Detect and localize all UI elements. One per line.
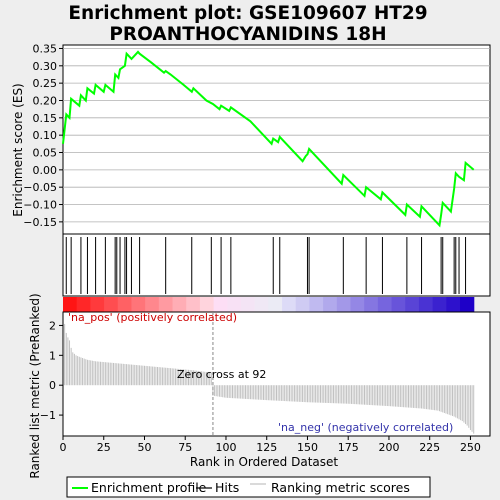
es-y-tick-label: 0.00 bbox=[33, 164, 58, 177]
ranking-metric-bars bbox=[64, 323, 475, 434]
legend: Enrichment profile Hits Ranking metric s… bbox=[66, 476, 431, 498]
color-bar-segment bbox=[145, 297, 160, 312]
es-y-tick-label: −0.10 bbox=[23, 199, 57, 212]
es-y-tick-label: 0.35 bbox=[33, 42, 58, 55]
rank-x-tick-label: 25 bbox=[97, 441, 111, 454]
color-bar-segment bbox=[323, 297, 338, 312]
es-y-tick-label: −0.05 bbox=[23, 181, 57, 194]
es-y-tick-label: 0.25 bbox=[33, 77, 58, 90]
color-bar-segment bbox=[350, 297, 365, 312]
enrichment-profile-line bbox=[62, 50, 475, 228]
legend-enrichment-label: Enrichment profile bbox=[91, 480, 207, 495]
rank-x-tick-label: 75 bbox=[178, 441, 192, 454]
color-bar-segment bbox=[377, 297, 393, 312]
rank-y-axis: −1 0 1 2 bbox=[40, 319, 63, 422]
rank-x-tick-label: 100 bbox=[215, 441, 236, 454]
color-bar-segment bbox=[186, 297, 201, 312]
rank-y-tick-label: 2 bbox=[49, 319, 56, 332]
color-bar-segment bbox=[172, 297, 187, 312]
rank-y-tick-label: −1 bbox=[40, 409, 56, 422]
color-bar-segment bbox=[460, 297, 475, 312]
plot-title-line2: PROANTHOCYANIDINS 18H bbox=[109, 24, 386, 45]
es-y-tick-label: 0.20 bbox=[33, 94, 58, 107]
color-bar-segment bbox=[405, 297, 420, 312]
color-bar-segment bbox=[76, 297, 91, 312]
rank-color-bar bbox=[63, 297, 475, 312]
rank-x-axis: 0 25 50 75 100 125 150 175 200 225 250 bbox=[60, 436, 481, 454]
color-bar-segment bbox=[282, 297, 297, 312]
es-y-axis-label: Enrichment score (ES) bbox=[11, 83, 25, 216]
color-bar-segment bbox=[254, 297, 269, 312]
color-bar-segment bbox=[213, 297, 228, 312]
color-bar-segment bbox=[117, 297, 133, 312]
legend-ranking-label: Ranking metric scores bbox=[271, 480, 410, 495]
color-bar-segment bbox=[240, 297, 256, 312]
color-bar-segment bbox=[336, 297, 352, 312]
color-bar-segment bbox=[199, 297, 215, 312]
es-y-tick-label: 0.10 bbox=[33, 129, 58, 142]
rank-y-tick-label: 1 bbox=[49, 349, 56, 362]
legend-box bbox=[66, 476, 431, 498]
color-bar-segment bbox=[131, 297, 146, 312]
plot-title-line1: Enrichment plot: GSE109607 HT29 bbox=[68, 3, 427, 24]
rank-x-tick-label: 200 bbox=[378, 441, 399, 454]
legend-hits-label: Hits bbox=[215, 480, 239, 495]
rank-x-tick-label: 0 bbox=[60, 441, 67, 454]
rank-x-tick-label: 125 bbox=[256, 441, 277, 454]
color-bar-segment bbox=[295, 297, 311, 312]
negative-correlation-label: 'na_neg' (negatively correlated) bbox=[278, 421, 453, 434]
hits-panel bbox=[62, 233, 491, 297]
color-bar-segment bbox=[227, 297, 242, 312]
color-bar-segment bbox=[446, 297, 461, 312]
es-panel bbox=[62, 44, 491, 235]
color-bar-segment bbox=[309, 297, 324, 312]
positive-correlation-label: 'na_pos' (positively correlated) bbox=[68, 311, 237, 324]
es-y-tick-label: −0.15 bbox=[23, 216, 57, 229]
es-y-tick-label: 0.15 bbox=[33, 112, 58, 125]
rank-x-tick-label: 250 bbox=[460, 441, 481, 454]
es-y-tick-label: 0.30 bbox=[33, 60, 58, 73]
es-y-axis: −0.15 −0.10 −0.05 0.00 0.05 0.10 0.15 0.20 0.25 0… bbox=[23, 42, 63, 229]
es-y-tick-label: 0.05 bbox=[33, 147, 58, 160]
hit-markers bbox=[65, 237, 467, 294]
es-gridlines bbox=[63, 48, 490, 223]
color-bar-segment bbox=[90, 297, 105, 312]
color-bar-segment bbox=[364, 297, 379, 312]
color-bar-segment bbox=[432, 297, 447, 312]
color-bar-segment bbox=[158, 297, 174, 312]
rank-x-tick-label: 50 bbox=[137, 441, 151, 454]
zero-cross-label: Zero cross at 92 bbox=[177, 368, 266, 381]
rank-y-tick-label: 0 bbox=[49, 379, 56, 392]
rank-x-tick-label: 175 bbox=[338, 441, 359, 454]
color-bar-segment bbox=[418, 297, 434, 312]
color-bar-segment bbox=[63, 297, 78, 312]
rank-x-axis-label: Rank in Ordered Dataset bbox=[190, 455, 338, 469]
color-bar-segment bbox=[104, 297, 119, 312]
rank-x-tick-label: 150 bbox=[297, 441, 318, 454]
rank-x-tick-label: 225 bbox=[419, 441, 440, 454]
rank-y-axis-label: Ranked list metric (PreRanked) bbox=[28, 293, 42, 478]
color-bar-segment bbox=[391, 297, 406, 312]
color-bar-segment bbox=[268, 297, 283, 312]
rank-panel bbox=[62, 311, 491, 437]
